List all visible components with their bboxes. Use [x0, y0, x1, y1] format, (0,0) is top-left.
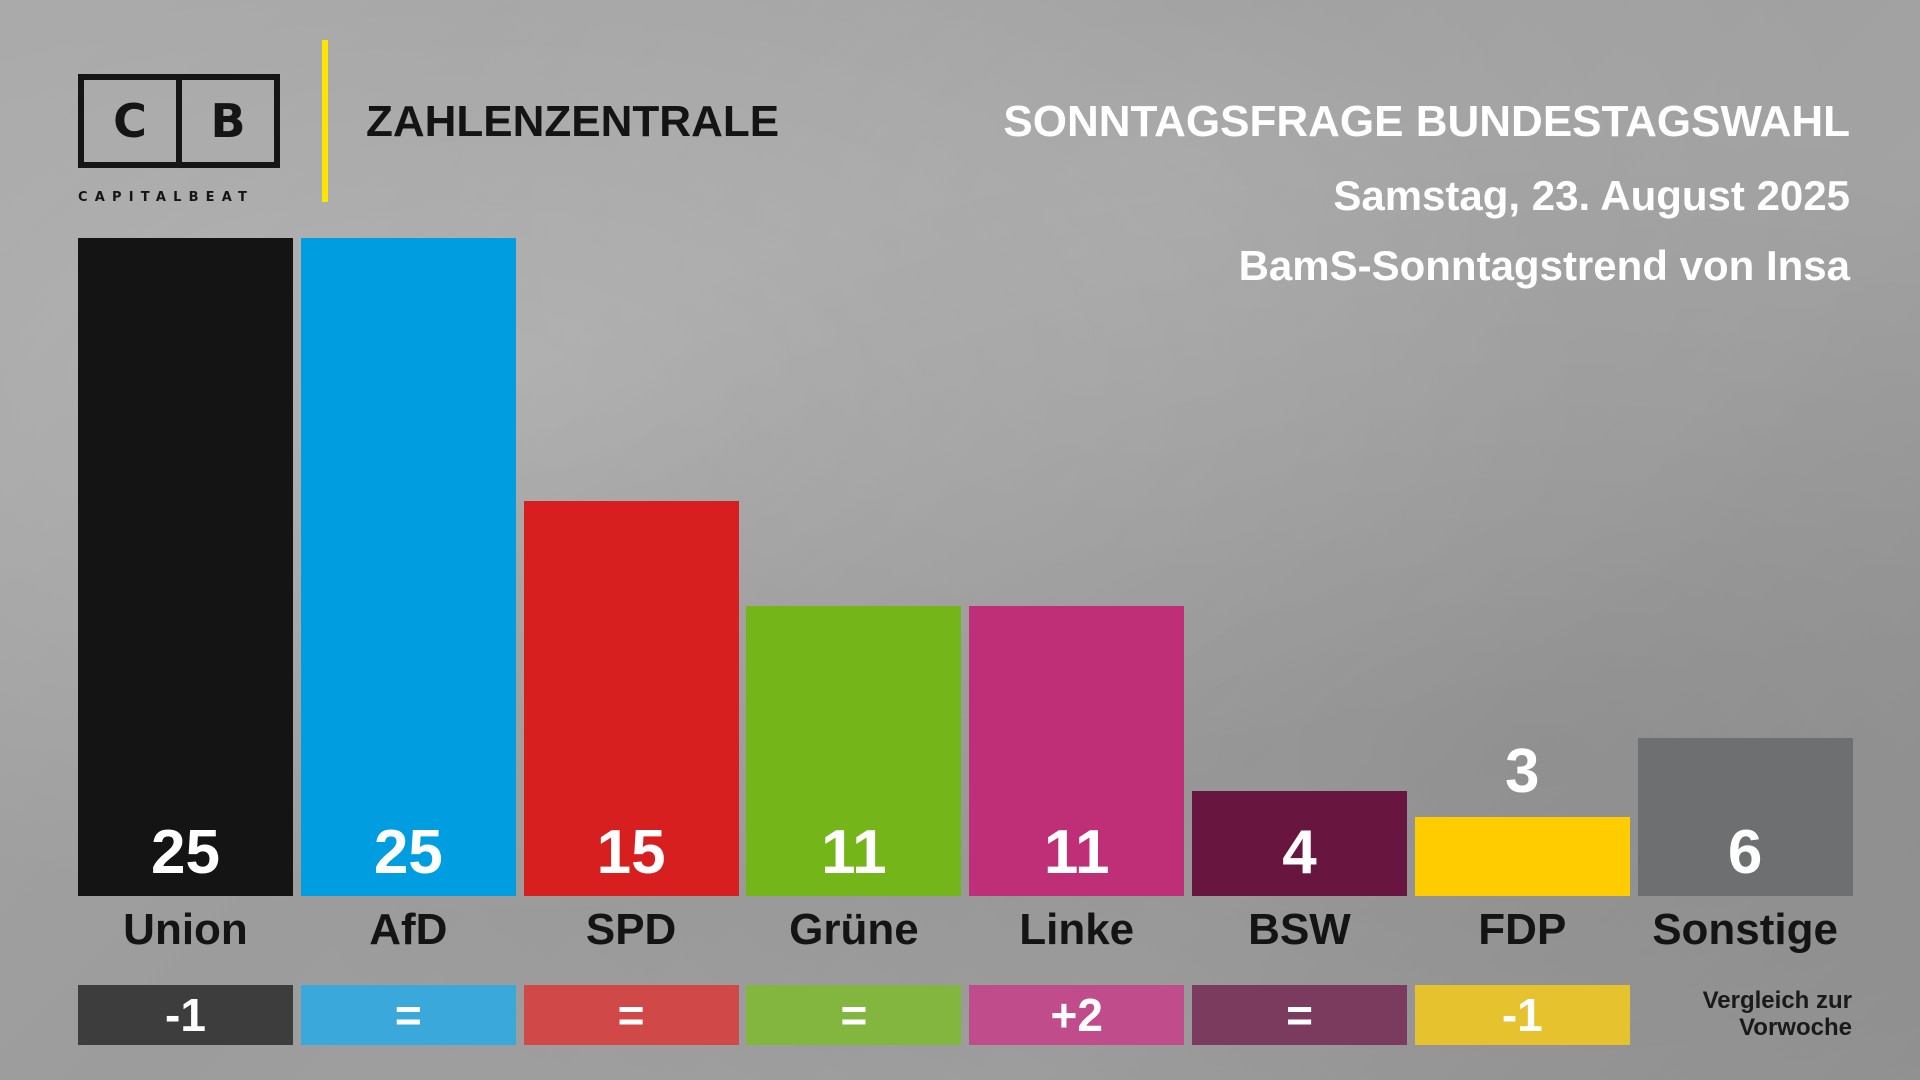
value-label-linke: 11	[1043, 818, 1110, 887]
logo-mark: C B	[78, 74, 280, 168]
chart-source: BamS-Sonntagstrend von Insa	[1238, 242, 1850, 289]
party-label-union: Union	[123, 905, 248, 954]
party-label-fdp: FDP	[1478, 905, 1567, 954]
bar-sonstige	[1637, 738, 1853, 896]
party-label-spd: SPD	[585, 905, 677, 954]
change-box-union: -1	[78, 985, 293, 1045]
value-label-sonstige: 6	[1727, 818, 1763, 887]
value-label-spd: 15	[596, 818, 666, 887]
value-label-union: 25	[151, 818, 220, 887]
chart-title: SONNTAGSFRAGE BUNDESTAGSWAHL	[1003, 97, 1850, 146]
value-label-afd: 25	[373, 818, 443, 887]
party-label-gruene: Grüne	[789, 905, 919, 954]
value-label-fdp: 3	[1505, 737, 1540, 807]
value-label-bsw: 4	[1282, 818, 1317, 887]
bar-spd	[523, 501, 739, 896]
chart-date: Samstag, 23. August 2025	[1333, 172, 1850, 219]
comparison-note: Vergleich zur Vorwoche	[1702, 987, 1852, 1041]
logo-letter-c: C	[113, 94, 147, 148]
party-label-afd: AfD	[369, 905, 448, 954]
bar-linke	[969, 606, 1185, 896]
change-box-linke: +2	[969, 985, 1185, 1045]
bar-bsw	[1192, 790, 1407, 896]
party-label-bsw: BSW	[1248, 905, 1351, 954]
bar-afd	[300, 238, 516, 896]
logo-wordmark: CAPITALBEAT	[78, 190, 255, 205]
bar-gruene	[746, 606, 962, 896]
change-box-spd: =	[523, 985, 739, 1045]
yellow-divider	[322, 40, 328, 202]
change-box-afd: =	[300, 985, 516, 1045]
change-box-bsw: =	[1192, 985, 1407, 1045]
party-label-sonstige: Sonstige	[1652, 905, 1838, 954]
bar-union	[78, 238, 293, 896]
section-title: ZAHLENZENTRALE	[366, 97, 780, 146]
party-label-linke: Linke	[1019, 905, 1135, 954]
logo-letter-b: B	[176, 80, 274, 162]
bar-fdp	[1414, 817, 1630, 896]
change-box-gruene: =	[746, 985, 962, 1045]
value-label-gruene: 11	[821, 818, 887, 887]
change-box-fdp: -1	[1414, 985, 1630, 1045]
